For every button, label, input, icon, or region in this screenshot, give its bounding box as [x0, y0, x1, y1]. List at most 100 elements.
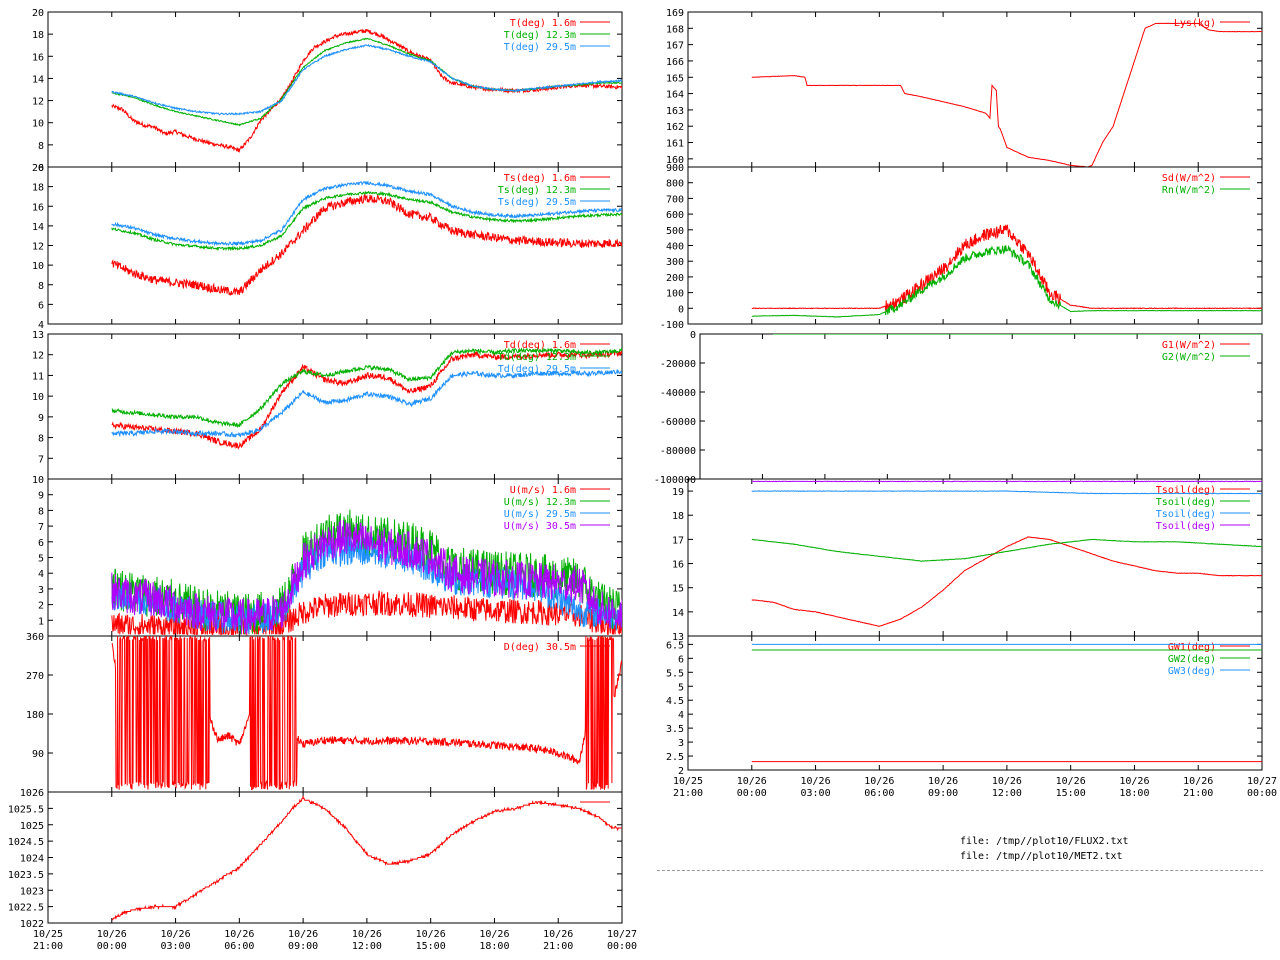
legend-label: U(m/s) 1.6m	[510, 485, 576, 496]
y-tick-label: 8	[38, 506, 44, 517]
legend-label: G1(W/m^2)	[1162, 340, 1216, 351]
y-tick-label: 161	[666, 139, 684, 150]
x-tick-label: 21:00	[673, 788, 703, 799]
y-tick-label: 4	[38, 320, 44, 331]
y-tick-label: 1025.5	[8, 804, 44, 815]
file-path-met: file: /tmp//plot10/MET2.txt	[960, 851, 1123, 862]
y-tick-label: 10	[32, 119, 44, 130]
y-tick-label: 4.5	[666, 696, 684, 707]
legend-label: U(m/s) 29.5m	[504, 509, 576, 520]
y-tick-label: 3.5	[666, 724, 684, 735]
y-tick-label: -100	[660, 320, 684, 331]
x-tick-label: 12:00	[992, 788, 1022, 799]
y-tick-label: 8	[38, 281, 44, 292]
series-line	[751, 224, 1262, 312]
y-tick-label: 163	[666, 106, 684, 117]
x-tick-label: 10/26	[992, 776, 1022, 787]
series-line	[111, 636, 622, 791]
x-tick-label: 10/26	[288, 929, 318, 940]
x-tick-label: 10/26	[416, 929, 446, 940]
x-tick-label: 10/27	[607, 929, 637, 940]
y-tick-label: 1022	[20, 919, 44, 930]
y-tick-label: 360	[26, 632, 44, 643]
legend-label: GW2(deg)	[1168, 654, 1216, 665]
chart-groundwater: 22.533.544.555.566.510/2521:0010/2600:00…	[666, 635, 1277, 799]
legend-label: Tsoil(deg)	[1156, 497, 1216, 508]
x-tick-label: 10/26	[161, 929, 191, 940]
series-line	[111, 590, 622, 636]
legend-label: T(deg) 1.6m	[510, 18, 576, 29]
series-line	[111, 190, 622, 252]
y-tick-label: 19	[672, 487, 684, 498]
x-tick-label: 18:00	[479, 941, 509, 952]
x-tick-label: 10/26	[928, 776, 958, 787]
legend-label: Ts(deg) 29.5m	[498, 197, 576, 208]
series-line	[111, 795, 622, 921]
plot-frame	[47, 635, 623, 793]
legend-label: T(deg) 29.5m	[504, 42, 576, 53]
x-tick-label: 00:00	[97, 941, 127, 952]
legend-label: T(deg) 12.3m	[504, 30, 576, 41]
y-tick-label: 500	[666, 226, 684, 237]
y-tick-label: 9	[38, 491, 44, 502]
y-tick-label: 400	[666, 242, 684, 253]
series-line	[111, 349, 622, 450]
x-tick-label: 21:00	[1183, 788, 1213, 799]
series-line	[111, 369, 622, 438]
x-tick-label: 15:00	[416, 941, 446, 952]
y-tick-label: -40000	[660, 388, 696, 399]
x-tick-label: 03:00	[801, 788, 831, 799]
y-tick-label: 165	[666, 73, 684, 84]
legend-label: Tsoil(deg)	[1156, 509, 1216, 520]
y-tick-label: 5	[38, 554, 44, 565]
y-tick-label: 12	[32, 242, 44, 253]
x-tick-label: 10/26	[352, 929, 382, 940]
series-line	[111, 180, 622, 247]
y-tick-label: 6.5	[666, 640, 684, 651]
legend-label: Td(deg) 12.3m	[498, 352, 576, 363]
y-tick-label: 2	[38, 601, 44, 612]
y-tick-label: 20	[32, 163, 44, 174]
plot-frame	[47, 791, 623, 924]
legend-label: Tsoil(deg)	[1156, 485, 1216, 496]
series-line	[111, 519, 622, 635]
y-tick-label: 4	[678, 710, 684, 721]
x-tick-label: 10/26	[1056, 776, 1086, 787]
x-tick-label: 21:00	[33, 941, 63, 952]
y-tick-label: 2.5	[666, 752, 684, 763]
y-tick-label: 168	[666, 24, 684, 35]
y-tick-label: 169	[666, 8, 684, 19]
y-tick-label: 15	[672, 584, 684, 595]
x-tick-label: 10/26	[479, 929, 509, 940]
y-tick-label: 6	[678, 654, 684, 665]
y-tick-label: 700	[666, 194, 684, 205]
x-tick-label: 00:00	[607, 941, 637, 952]
y-tick-label: 16	[672, 560, 684, 571]
y-tick-label: 16	[32, 202, 44, 213]
y-tick-label: 0	[678, 304, 684, 315]
series-line	[751, 538, 1262, 562]
x-tick-label: 12:00	[352, 941, 382, 952]
y-tick-label: 800	[666, 179, 684, 190]
x-tick-label: 21:00	[543, 941, 573, 952]
legend-label: Ts(deg) 12.3m	[498, 185, 576, 196]
y-tick-label: 166	[666, 57, 684, 68]
series-line	[751, 490, 1262, 495]
series-line	[111, 536, 622, 635]
chart-wind-direction: 90 180 270 360 D(deg) 30.5m	[26, 632, 623, 793]
y-tick-label: 17	[672, 535, 684, 546]
y-tick-label: 3	[38, 585, 44, 596]
y-tick-label: 6	[38, 300, 44, 311]
chart-ground-flux: -100000 -80000 -60000 -40000 -20000 0 G1(W/m^2…	[654, 330, 1263, 486]
series-line	[751, 245, 1262, 318]
x-tick-label: 09:00	[288, 941, 318, 952]
x-tick-label: 03:00	[161, 941, 191, 952]
y-tick-label: 20	[32, 8, 44, 19]
y-tick-label: -60000	[660, 417, 696, 428]
y-tick-label: 162	[666, 122, 684, 133]
y-tick-label: 167	[666, 41, 684, 52]
y-tick-label: 18	[672, 511, 684, 522]
